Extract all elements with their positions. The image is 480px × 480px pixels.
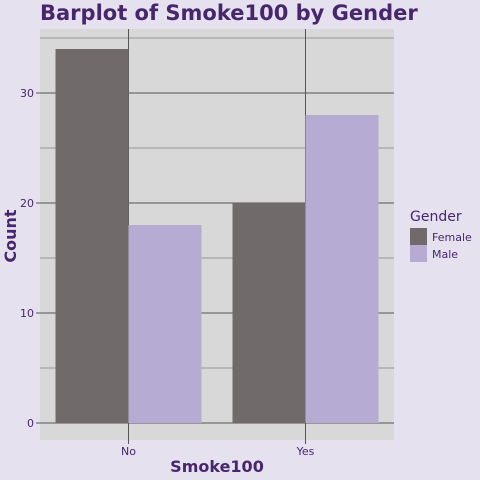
bar-female-yes	[232, 203, 306, 423]
legend-swatch-female	[410, 228, 427, 245]
x-tick-label: Yes	[296, 445, 315, 458]
y-tick-label: 30	[20, 87, 34, 100]
legend: Gender Female Male	[410, 209, 472, 262]
x-axis-title: Smoke100	[170, 457, 264, 476]
legend-label-male: Male	[432, 248, 458, 261]
y-axis-title: Count	[1, 209, 20, 263]
x-tick-label: No	[121, 445, 136, 458]
y-axis-ticks: 0 10 20 30	[20, 87, 40, 430]
y-tick-label: 10	[20, 307, 34, 320]
chart-title: Barplot of Smoke100 by Gender	[40, 1, 418, 25]
y-tick-label: 20	[20, 197, 34, 210]
bar-male-no	[128, 225, 202, 423]
bar-male-yes	[305, 115, 379, 423]
x-axis-ticks: No Yes	[121, 440, 315, 458]
bars	[55, 49, 379, 423]
legend-label-female: Female	[432, 231, 472, 244]
bar-female-no	[55, 49, 129, 423]
y-tick-label: 0	[27, 417, 34, 430]
legend-title: Gender	[410, 209, 462, 225]
legend-swatch-male	[410, 245, 427, 262]
